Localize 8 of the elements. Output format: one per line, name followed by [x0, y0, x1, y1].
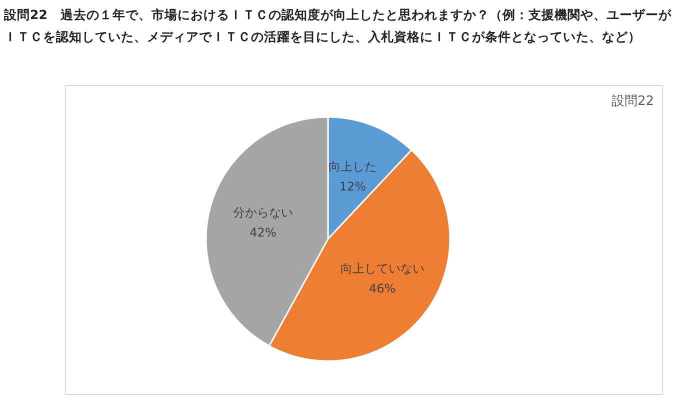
slice-label: 向上した: [328, 160, 377, 174]
data-label: 42%: [250, 225, 276, 240]
data-label: 46%: [368, 281, 396, 296]
chart-title: 設問22 過去の１年で、市場におけるＩＴＣの認知度が向上したと思われますか？（例：支援機関や、ユーザーがＩＴＣを認知していた、メディアでＩＴＣの活躍を目にした、入札資格にＩＴＣが条件となっていた、など）: [4, 6, 672, 46]
slice-label: 向上していない: [340, 261, 424, 276]
text: 設問22: [611, 93, 654, 110]
slice-label: 分からない: [233, 205, 294, 220]
data-label: 12%: [339, 180, 366, 194]
